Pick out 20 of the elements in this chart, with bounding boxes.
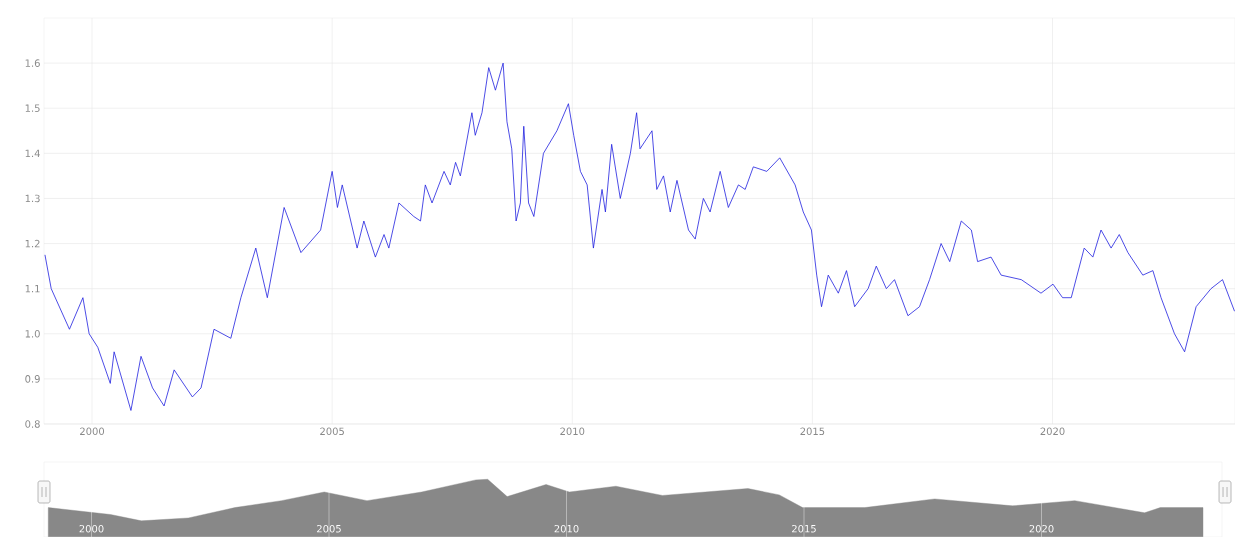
x-tick-label: 2010 [554, 524, 579, 533]
y-tick-label: 1.4 [25, 149, 40, 157]
x-tick-label: 2015 [792, 524, 816, 533]
x-tick-label: 2020 [1029, 524, 1054, 533]
x-tick-label: 2005 [320, 427, 344, 436]
y-tick-label: 1.6 [25, 59, 40, 67]
x-tick-label: 2015 [800, 427, 825, 436]
y-tick-label: 0.9 [25, 375, 40, 383]
y-tick-label: 0.8 [25, 420, 40, 428]
y-tick-label: 1.0 [25, 330, 40, 338]
y-tick-label: 1.2 [25, 239, 40, 248]
x-tick-label: 2005 [317, 524, 341, 533]
line-series [44, 62, 1235, 411]
x-tick-label: 2010 [560, 427, 585, 436]
y-tick-label: 1.1 [25, 285, 40, 293]
x-tick-label: 2020 [1040, 427, 1065, 436]
x-tick-label: 2000 [80, 427, 105, 436]
x-tick-label: 2000 [79, 524, 104, 533]
y-tick-label: 1.3 [25, 194, 40, 203]
y-tick-label: 1.5 [25, 104, 40, 112]
